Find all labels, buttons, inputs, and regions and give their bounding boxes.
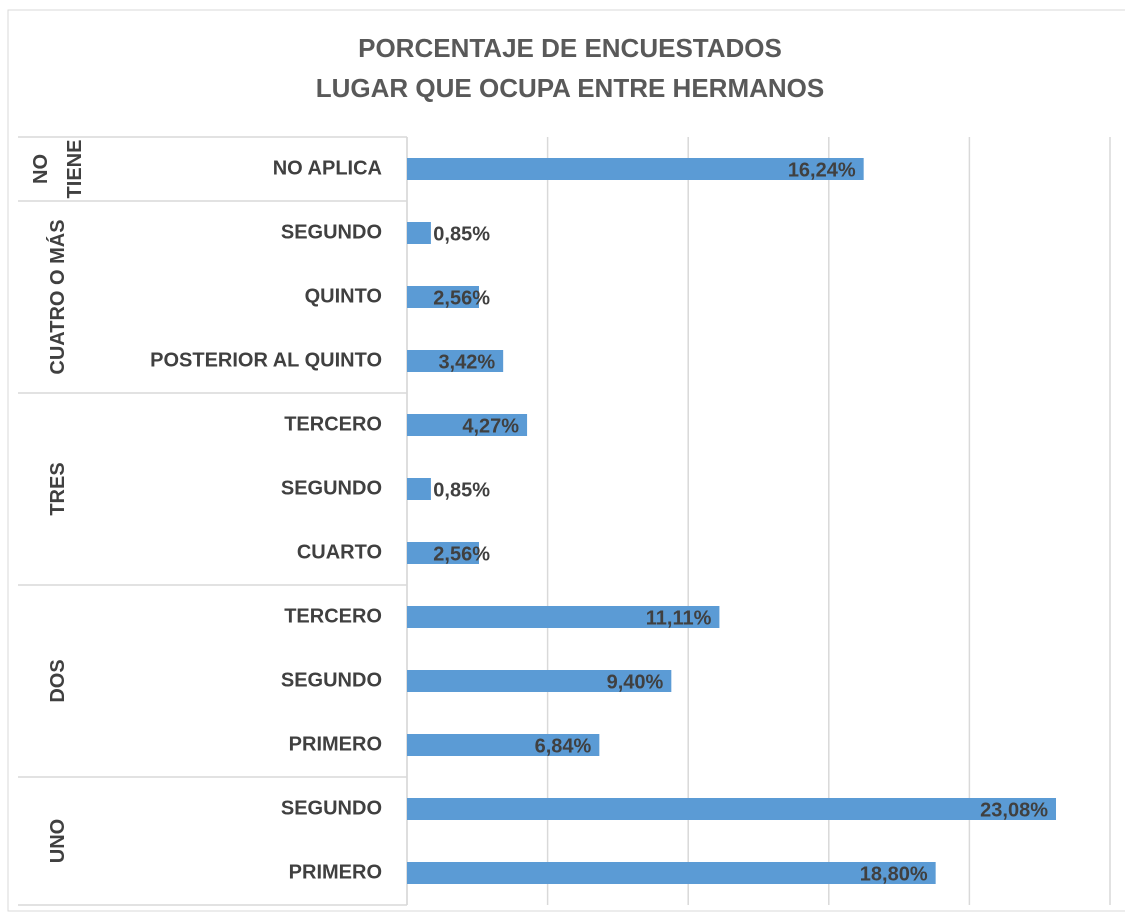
value-label: 11,11%	[646, 607, 712, 629]
category-label: TERCERO	[284, 413, 382, 435]
bar	[407, 798, 1057, 820]
bar	[407, 350, 504, 372]
value-label: 4,27%	[462, 415, 519, 437]
bar	[407, 414, 528, 436]
bar	[407, 478, 431, 500]
group-label: DOS	[47, 659, 69, 703]
bar	[407, 734, 600, 756]
bar	[407, 606, 720, 628]
category-label: PRIMERO	[289, 733, 382, 755]
category-label: CUARTO	[297, 541, 382, 563]
category-label: NO APLICA	[273, 157, 382, 179]
bar	[407, 286, 479, 308]
category-label: QUINTO	[305, 285, 382, 307]
category-label: POSTERIOR AL QUINTO	[150, 349, 382, 371]
category-label: SEGUNDO	[281, 797, 382, 819]
chart-border	[7, 9, 1125, 912]
value-label: 23,08%	[980, 799, 1048, 821]
value-label: 0,85%	[433, 479, 490, 501]
group-label: UNO	[47, 818, 69, 864]
value-label: 6,84%	[535, 735, 592, 757]
value-label: 18,80%	[860, 863, 928, 885]
bar	[407, 542, 479, 564]
chart-title: PORCENTAJE DE ENCUESTADOS	[358, 33, 782, 63]
bar	[407, 222, 431, 244]
bar	[407, 670, 672, 692]
category-label: SEGUNDO	[281, 221, 382, 243]
category-label: TERCERO	[284, 605, 382, 627]
category-label: SEGUNDO	[281, 669, 382, 691]
group-label: NO TIENE	[30, 139, 86, 199]
category-label: SEGUNDO	[281, 477, 382, 499]
category-label: PRIMERO	[289, 861, 382, 883]
group-label: TRES	[47, 462, 69, 516]
chart-title: LUGAR QUE OCUPA ENTRE HERMANOS	[316, 73, 824, 103]
bar	[407, 158, 864, 180]
bar	[407, 862, 936, 884]
value-label: 2,56%	[433, 287, 490, 309]
value-label: 9,40%	[607, 671, 664, 693]
value-label: 3,42%	[438, 351, 495, 373]
value-label: 16,24%	[788, 159, 856, 181]
value-label: 2,56%	[433, 543, 490, 565]
value-label: 0,85%	[433, 223, 490, 245]
group-label: CUATRO O MÁS	[47, 219, 69, 375]
